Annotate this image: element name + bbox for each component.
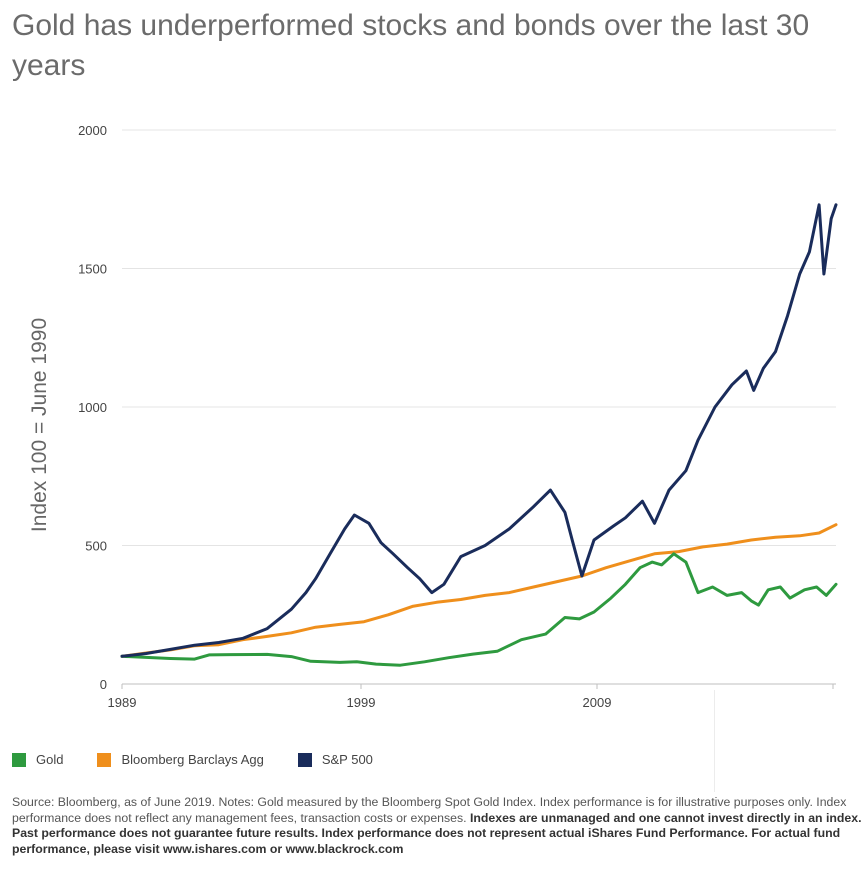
legend-label-sp500: S&P 500 [321, 752, 373, 767]
y-axis-label: Index 100 = June 1990 [28, 318, 51, 532]
y-tick-label: 0 [100, 677, 107, 692]
y-tick-label: 1000 [78, 400, 107, 415]
grid-lines [122, 129, 836, 685]
series-lines [120, 203, 838, 667]
y-tick-label: 2000 [78, 123, 107, 138]
legend-label-gold: Gold [36, 752, 64, 767]
legend-label-agg: Bloomberg Barclays Agg [121, 752, 264, 767]
source-bold: Indexes are unmanaged and one cannot inv… [12, 810, 862, 856]
source-plain: Source: Bloomberg, as of June 2019. Note… [12, 795, 847, 825]
y-axis-ticks: 0 500 1000 1500 2000 [78, 123, 107, 692]
legend-swatch-gold [12, 752, 26, 767]
legend-item-agg: Bloomberg Barclays Agg [97, 752, 264, 767]
source-note: Source: Bloomberg, as of June 2019. Note… [12, 795, 864, 857]
legend-swatch-sp500 [297, 752, 312, 767]
blank-overlay [714, 690, 866, 792]
y-tick-label: 500 [85, 539, 107, 554]
series-line-s-p-500 [120, 203, 838, 658]
x-tick-label: 1989 [108, 695, 137, 710]
series-line-bloomberg-barclays-agg [120, 523, 838, 658]
legend-item-sp500: S&P 500 [297, 752, 373, 767]
x-tick-label: 1999 [347, 695, 376, 710]
series-line-gold [120, 552, 838, 667]
legend-item-gold: Gold [12, 752, 63, 767]
legend-swatch-agg [97, 752, 112, 767]
legend: Gold Bloomberg Barclays Agg S&P 500 [12, 752, 373, 767]
chart-title: Gold has underperformed stocks and bonds… [12, 9, 810, 82]
y-tick-label: 1500 [78, 262, 107, 277]
x-tick-label: 2009 [583, 695, 612, 710]
